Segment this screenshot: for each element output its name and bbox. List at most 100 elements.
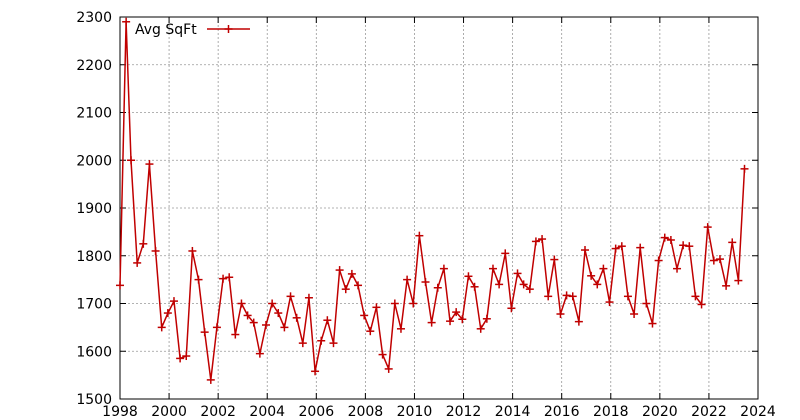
data-point <box>715 255 724 264</box>
data-point <box>396 324 405 333</box>
data-point <box>446 317 455 326</box>
data-point <box>427 318 436 327</box>
data-point <box>311 367 320 376</box>
data-point <box>636 243 645 252</box>
y-tick-label: 2300 <box>76 10 112 26</box>
data-point <box>390 299 399 308</box>
data-point <box>182 352 191 361</box>
data-point <box>403 275 412 284</box>
y-tick-label: 2100 <box>76 106 112 122</box>
data-point <box>243 311 252 320</box>
data-point <box>421 278 430 287</box>
data-point <box>605 298 614 307</box>
y-tick-label: 1600 <box>76 344 112 360</box>
x-tick-label: 2008 <box>348 404 384 420</box>
x-tick-label: 2010 <box>397 404 433 420</box>
data-point <box>176 354 185 363</box>
data-point <box>298 339 307 348</box>
legend-label: Avg SqFt <box>135 22 197 38</box>
data-point <box>568 292 577 301</box>
data-point <box>452 308 461 317</box>
data-point <box>666 235 675 244</box>
x-tick-label: 2016 <box>544 404 580 420</box>
data-point <box>587 271 596 280</box>
x-tick-label: 2018 <box>593 404 629 420</box>
data-point <box>439 264 448 273</box>
data-point <box>292 313 301 322</box>
data-point <box>734 276 743 285</box>
data-point <box>538 235 547 244</box>
data-point <box>519 280 528 289</box>
data-point <box>323 316 332 325</box>
data-point <box>372 303 381 312</box>
data-point <box>225 273 234 282</box>
data-point <box>562 291 571 300</box>
data-point <box>329 339 338 348</box>
data-point <box>630 310 639 319</box>
legend-marker <box>224 25 233 33</box>
data-point <box>354 281 363 290</box>
data-point <box>366 327 375 336</box>
data-point <box>556 310 565 319</box>
data-point <box>237 299 246 308</box>
x-tick-label: 2004 <box>249 404 285 420</box>
data-point <box>341 285 350 294</box>
data-point <box>722 281 731 290</box>
data-point <box>599 264 608 273</box>
data-point <box>280 323 289 332</box>
data-point <box>360 311 369 320</box>
x-axis-ticks: 1998 2000 2002 2004 2006 2008 2010 2012 2014 2016… <box>102 17 776 420</box>
data-point <box>157 323 166 332</box>
data-point <box>476 324 485 333</box>
data-point <box>697 300 706 309</box>
data-point <box>593 280 602 289</box>
data-point <box>611 244 620 253</box>
data-point <box>151 246 160 255</box>
data-point <box>544 292 553 301</box>
legend: Avg SqFt <box>135 22 250 38</box>
data-point <box>507 304 516 313</box>
data-point <box>470 282 479 291</box>
y-axis-ticks: 1500 1600 1700 1800 1900 2000 2100 2200 2300 <box>76 10 758 408</box>
data-point <box>685 242 694 251</box>
y-tick-label: 1900 <box>76 201 112 217</box>
data-point <box>495 280 504 289</box>
y-tick-label: 2200 <box>76 58 112 74</box>
data-point <box>709 256 718 265</box>
data-point <box>574 317 583 326</box>
data-point <box>169 297 178 306</box>
data-point <box>212 323 221 332</box>
data-point <box>188 246 197 255</box>
x-tick-label: 2014 <box>495 404 531 420</box>
data-point <box>231 330 240 339</box>
x-tick-label: 2006 <box>298 404 334 420</box>
data-point <box>304 293 313 302</box>
data-point <box>194 275 203 284</box>
x-tick-label: 2024 <box>740 404 776 420</box>
y-tick-label: 1500 <box>76 392 112 408</box>
x-tick-label: 2000 <box>151 404 187 420</box>
data-point <box>335 266 344 275</box>
data-point <box>691 292 700 301</box>
data-point <box>728 238 737 247</box>
data-point <box>116 281 124 290</box>
data-point <box>286 292 295 301</box>
data-point <box>133 258 142 267</box>
data-point <box>139 239 148 248</box>
data-point <box>513 269 522 278</box>
data-point <box>501 249 510 258</box>
data-point <box>623 292 632 301</box>
data-point <box>617 242 626 251</box>
data-point <box>255 349 264 358</box>
data-point <box>127 156 136 165</box>
data-point <box>219 274 228 283</box>
data-point <box>673 264 682 273</box>
data-point <box>660 233 669 242</box>
data-point <box>347 269 356 278</box>
data-point <box>642 299 651 308</box>
data-point <box>550 255 559 264</box>
data-point <box>200 328 209 337</box>
data-point <box>268 299 277 308</box>
data-point <box>525 285 534 294</box>
data-point <box>482 314 491 323</box>
